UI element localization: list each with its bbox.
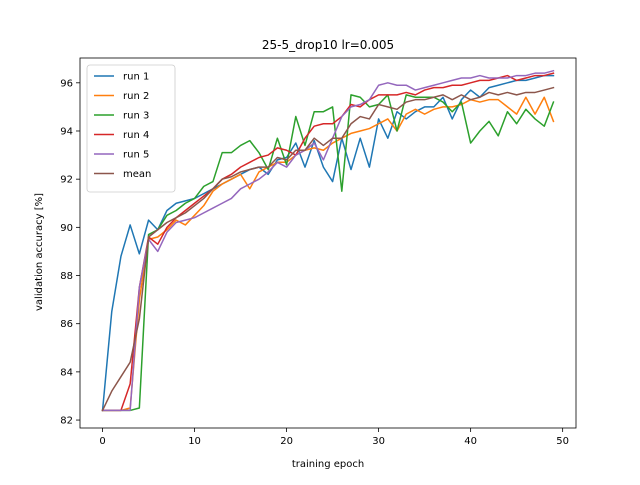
y-tick-label: 96 bbox=[60, 78, 73, 89]
legend-label-mean: mean bbox=[123, 169, 151, 180]
x-tick-label: 20 bbox=[280, 436, 293, 447]
y-tick-label: 86 bbox=[60, 319, 73, 330]
y-tick-label: 90 bbox=[60, 223, 73, 234]
series-line-run-1 bbox=[101, 74, 555, 412]
y-tick-label: 92 bbox=[60, 175, 73, 186]
legend-label-run-4: run 4 bbox=[123, 130, 149, 141]
legend-label-run-5: run 5 bbox=[123, 150, 149, 161]
legend-label-run-2: run 2 bbox=[123, 91, 149, 102]
x-tick-label: 30 bbox=[372, 436, 385, 447]
series-line-mean bbox=[101, 86, 555, 412]
x-tick-label: 10 bbox=[188, 436, 201, 447]
x-tick-label: 50 bbox=[556, 436, 569, 447]
legend-label-run-1: run 1 bbox=[123, 72, 149, 83]
series-line-run-2 bbox=[101, 96, 555, 412]
axes-frame bbox=[79, 57, 577, 429]
series-line-run-3 bbox=[101, 94, 555, 412]
x-axis-label: training epoch bbox=[292, 459, 364, 470]
series-line-run-5 bbox=[101, 69, 555, 412]
y-tick-label: 94 bbox=[60, 126, 73, 137]
y-tick-label: 84 bbox=[60, 367, 73, 378]
x-tick-label: 40 bbox=[464, 436, 477, 447]
axis-ticks: 0 10 20 30 40 50 82 84 86 88 90 92 94 96 bbox=[60, 78, 569, 447]
plot-area bbox=[101, 69, 555, 412]
y-tick-label: 82 bbox=[60, 416, 73, 427]
chart-title: 25-5_drop10 lr=0.005 bbox=[262, 38, 394, 52]
legend-label-run-3: run 3 bbox=[123, 111, 149, 122]
legend: run 1 run 2 run 3 run 4 run 5 mean bbox=[86, 64, 176, 193]
y-axis-label: validation accuracy [%] bbox=[34, 193, 45, 311]
legend-box bbox=[86, 64, 176, 193]
x-tick-label: 0 bbox=[99, 436, 105, 447]
y-tick-label: 88 bbox=[60, 271, 73, 282]
